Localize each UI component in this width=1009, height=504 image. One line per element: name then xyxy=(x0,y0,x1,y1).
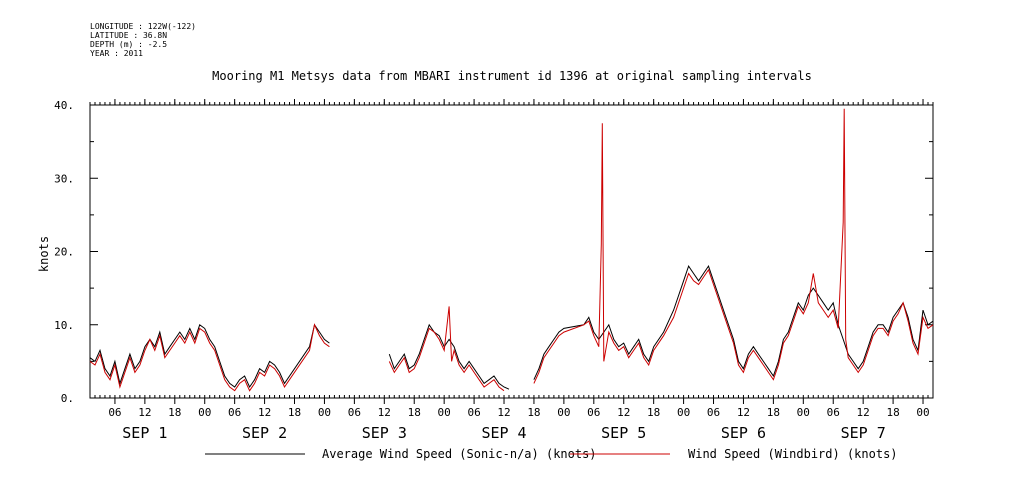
x-tick-label: 12 xyxy=(378,406,391,419)
depth-label: DEPTH (m) : -2.5 xyxy=(90,40,168,49)
x-tick-label: 00 xyxy=(677,406,690,419)
x-tick-label: 00 xyxy=(557,406,570,419)
x-tick-label: 18 xyxy=(527,406,540,419)
x-tick-label: 06 xyxy=(467,406,480,419)
series-line-windbird-wind-speed xyxy=(89,108,934,392)
x-tick-label: 00 xyxy=(318,406,331,419)
y-axis-label: knots xyxy=(37,236,51,272)
legend: Average Wind Speed (Sonic-n/a) (knots) Wi… xyxy=(205,447,898,461)
x-tick-label: 12 xyxy=(497,406,510,419)
x-tick-label: 00 xyxy=(438,406,451,419)
x-tick-label: 12 xyxy=(138,406,151,419)
legend-label: Wind Speed (Windbird) (knots) xyxy=(688,447,898,461)
x-day-label: SEP 7 xyxy=(841,424,886,442)
x-tick-label: 18 xyxy=(168,406,181,419)
year-label: YEAR : 2011 xyxy=(90,49,143,58)
series-lines xyxy=(89,108,934,392)
x-day-label: SEP 6 xyxy=(721,424,766,442)
x-tick-label: 06 xyxy=(587,406,600,419)
x-day-label: SEP 2 xyxy=(242,424,287,442)
axes: 06 12 18 00 06 12 18 00 06 12 18 00 06 12 18 00 06 12 18 00… xyxy=(54,99,934,442)
y-tick-label: 30. xyxy=(54,172,74,185)
x-tick-label: 18 xyxy=(408,406,421,419)
x-tick-label: 00 xyxy=(198,406,211,419)
x-tick-label: 00 xyxy=(797,406,810,419)
x-tick-label: 18 xyxy=(886,406,899,419)
x-tick-label: 18 xyxy=(647,406,660,419)
chart-title: Mooring M1 Metsys data from MBARI instru… xyxy=(212,69,812,83)
y-tick-label: 0. xyxy=(61,392,74,405)
x-tick-label: 06 xyxy=(348,406,361,419)
x-tick-label: 06 xyxy=(827,406,840,419)
x-tick-label: 12 xyxy=(258,406,271,419)
y-tick-label: 10. xyxy=(54,319,74,332)
x-tick-label: 18 xyxy=(767,406,780,419)
latitude-label: LATITUDE : 36.8N xyxy=(90,31,168,40)
y-tick-label: 20. xyxy=(54,246,74,259)
y-tick-label: 40. xyxy=(54,99,74,112)
x-tick-label: 00 xyxy=(916,406,929,419)
legend-label: Average Wind Speed (Sonic-n/a) (knots) xyxy=(322,447,597,461)
x-day-label: SEP 3 xyxy=(362,424,407,442)
x-tick-label: 06 xyxy=(108,406,121,419)
x-tick-label: 06 xyxy=(228,406,241,419)
x-tick-label: 12 xyxy=(737,406,750,419)
x-day-label: SEP 5 xyxy=(601,424,646,442)
x-day-label: SEP 1 xyxy=(122,424,167,442)
x-tick-label: 12 xyxy=(857,406,870,419)
x-tick-label: 18 xyxy=(288,406,301,419)
longitude-label: LONGITUDE : 122W(-122) xyxy=(90,22,196,31)
series-line-average-wind-speed xyxy=(89,264,934,390)
x-day-label: SEP 4 xyxy=(481,424,526,442)
x-tick-label: 06 xyxy=(707,406,720,419)
x-tick-label: 12 xyxy=(617,406,630,419)
